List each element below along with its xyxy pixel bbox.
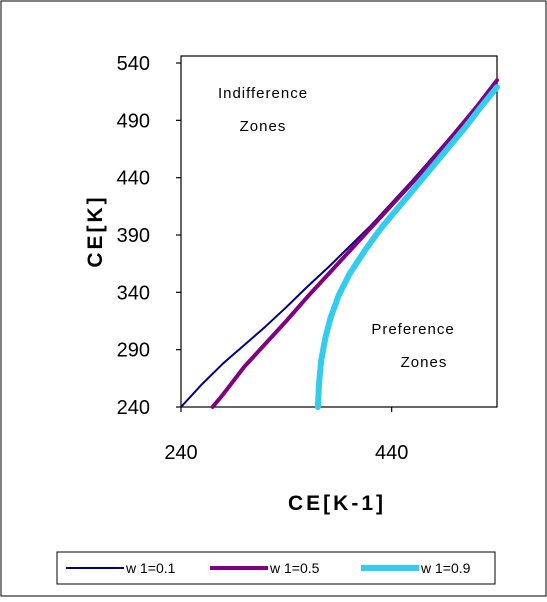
annotations: Indifference Zones Preference Zones (218, 85, 454, 371)
x-axis-title: CE[K-1] (288, 492, 386, 515)
series-line-2 (210, 78, 499, 409)
legend-box (56, 551, 496, 585)
y-axis: 240 290 340 390 440 490 540 (117, 53, 181, 419)
annotation-indifference-line-2: Zones (240, 118, 287, 135)
y-tick-label: 340 (117, 282, 150, 304)
series-layer (180, 78, 500, 410)
y-tick-label: 490 (117, 110, 150, 132)
y-axis-title: CE[K] (84, 194, 107, 267)
legend: w 1=0.1 w 1=0.5 w 1=0.9 (66, 560, 471, 576)
legend-label-2: w 1=0.5 (269, 560, 320, 576)
x-tick-label: 240 (164, 442, 197, 464)
legend-label-3: w 1=0.9 (420, 560, 471, 576)
y-tick-label: 240 (117, 397, 150, 419)
plot-area (180, 55, 498, 408)
annotation-preference-line-2: Zones (401, 354, 448, 371)
series-line-3 (314, 84, 500, 410)
annotation-indifference-line-1: Indifference (218, 85, 308, 102)
y-tick-label: 390 (117, 225, 150, 247)
y-tick-label: 440 (117, 168, 150, 190)
y-tick-label: 290 (117, 340, 150, 362)
x-tick-label: 440 (375, 442, 408, 464)
annotation-preference-line-1: Preference (371, 321, 454, 338)
legend-label-1: w 1=0.1 (125, 560, 176, 576)
x-axis: 240 440 (164, 407, 408, 464)
y-tick-label: 540 (117, 53, 150, 75)
